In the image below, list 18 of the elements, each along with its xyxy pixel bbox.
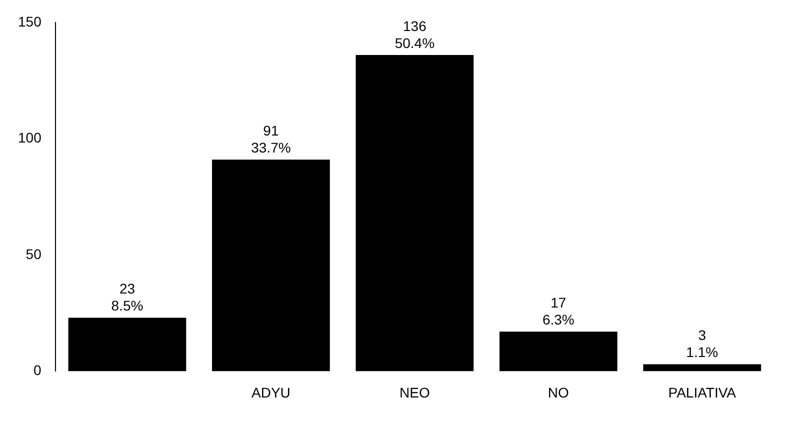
bar bbox=[499, 332, 618, 372]
bar bbox=[212, 160, 330, 372]
x-tick-label: NO bbox=[548, 384, 570, 400]
x-tick-label: PALIATIVA bbox=[668, 384, 737, 400]
data-label: 3 1.1% bbox=[686, 327, 718, 360]
y-tick-label: 0 bbox=[34, 362, 42, 378]
y-tick-label: 150 bbox=[18, 13, 42, 30]
data-label: 91 33.7% bbox=[251, 122, 291, 156]
x-tick-label: ADYU bbox=[252, 384, 290, 400]
data-label: 23 8.5% bbox=[111, 280, 144, 314]
y-tick-label: 50 bbox=[26, 246, 42, 262]
data-label: 17 6.3% bbox=[542, 294, 574, 328]
data-label: 136 50.4% bbox=[394, 18, 435, 51]
y-tick-label: 100 bbox=[18, 130, 42, 146]
bar bbox=[643, 364, 762, 372]
x-tick-label: NEO bbox=[400, 384, 430, 400]
bar bbox=[68, 318, 186, 372]
bar bbox=[356, 54, 474, 372]
